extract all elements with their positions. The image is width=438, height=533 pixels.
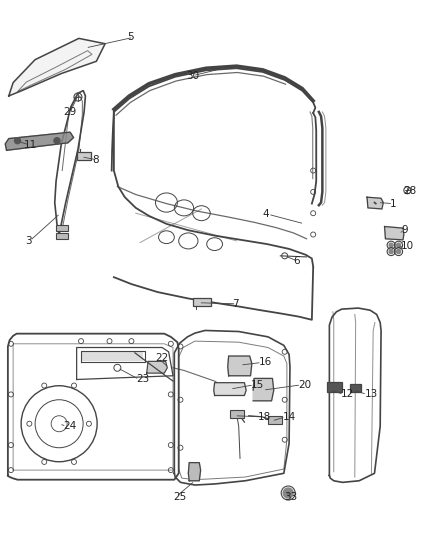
FancyBboxPatch shape [77, 152, 91, 160]
Text: 12: 12 [341, 390, 354, 399]
Circle shape [14, 138, 21, 144]
Text: 33: 33 [284, 492, 297, 502]
Circle shape [396, 243, 401, 247]
Polygon shape [9, 38, 105, 96]
Text: 18: 18 [258, 412, 271, 422]
Text: 5: 5 [127, 33, 134, 42]
Text: 1: 1 [390, 199, 396, 208]
Circle shape [389, 249, 393, 254]
Text: 6: 6 [293, 256, 300, 266]
Text: 20: 20 [298, 380, 311, 390]
Circle shape [396, 249, 401, 254]
Text: 30: 30 [186, 71, 199, 80]
Text: 29: 29 [64, 107, 77, 117]
Text: 11: 11 [24, 140, 37, 150]
Text: 14: 14 [283, 412, 296, 422]
Text: 13: 13 [364, 390, 378, 399]
Text: 16: 16 [258, 358, 272, 367]
Text: 9: 9 [401, 225, 408, 235]
Text: 10: 10 [401, 241, 414, 251]
Text: 23: 23 [136, 375, 149, 384]
Polygon shape [367, 197, 383, 209]
Polygon shape [147, 361, 167, 373]
Polygon shape [188, 463, 201, 481]
Polygon shape [5, 132, 74, 150]
FancyBboxPatch shape [82, 352, 143, 361]
Text: 24: 24 [64, 422, 77, 431]
FancyBboxPatch shape [56, 232, 68, 239]
Text: 15: 15 [251, 380, 264, 390]
FancyBboxPatch shape [268, 416, 282, 424]
Text: 3: 3 [25, 236, 32, 246]
FancyBboxPatch shape [327, 382, 342, 392]
FancyBboxPatch shape [230, 410, 244, 418]
Text: 28: 28 [403, 186, 416, 196]
Text: 4: 4 [263, 209, 269, 219]
FancyBboxPatch shape [56, 225, 68, 231]
FancyBboxPatch shape [193, 298, 211, 306]
Polygon shape [214, 383, 246, 395]
Text: 8: 8 [92, 155, 99, 165]
Text: 22: 22 [155, 353, 169, 363]
Polygon shape [385, 227, 404, 240]
Text: 25: 25 [173, 492, 186, 502]
Polygon shape [253, 378, 274, 401]
Text: 7: 7 [232, 299, 239, 309]
Circle shape [283, 488, 293, 498]
Polygon shape [228, 356, 252, 376]
Circle shape [389, 243, 393, 247]
Circle shape [54, 138, 60, 144]
FancyBboxPatch shape [350, 384, 361, 392]
